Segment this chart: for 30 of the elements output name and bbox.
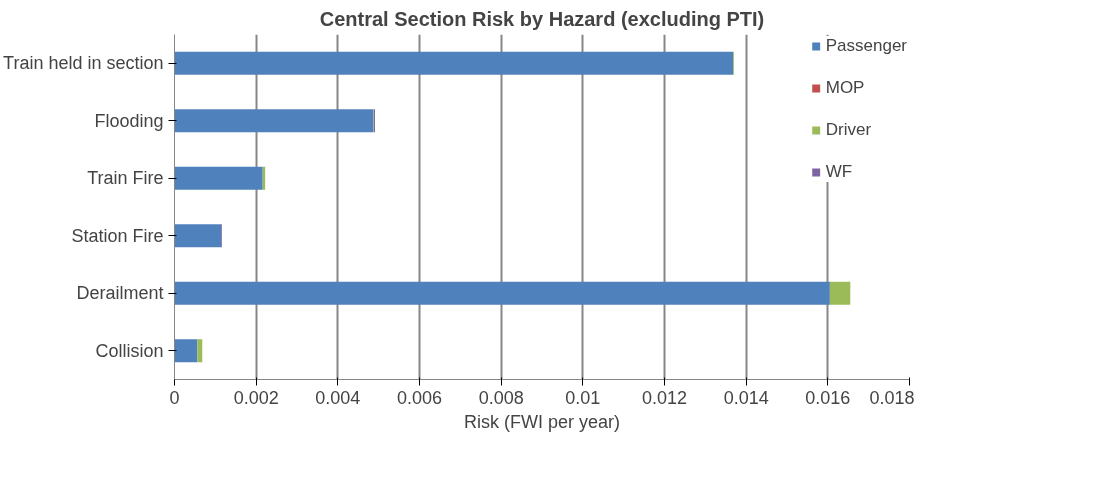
legend-label: WF xyxy=(825,162,853,182)
x-tick-label: 0.008 xyxy=(478,387,524,408)
x-tick-label: 0.016 xyxy=(805,387,851,408)
legend-label: Driver xyxy=(825,120,872,140)
x-tick-label: 0.014 xyxy=(723,387,769,408)
bar xyxy=(174,109,374,133)
x-tick-label: 0.012 xyxy=(641,387,688,408)
y-tick-label: Flooding xyxy=(94,110,164,131)
bar xyxy=(174,224,222,248)
bar xyxy=(174,166,263,190)
bar xyxy=(174,51,734,75)
x-tick-label: 0.01 xyxy=(565,387,601,408)
x-tick-label: 0.018 xyxy=(869,387,915,408)
bar xyxy=(174,281,830,305)
y-tick-label: Train held in section xyxy=(3,53,164,74)
y-tick-label: Train Fire xyxy=(87,168,164,189)
chart-title: Central Section Risk by Hazard (excluding PTI) xyxy=(319,7,765,30)
x-tick-label: 0 xyxy=(169,387,180,408)
bar xyxy=(174,339,198,363)
x-tick-label: 0.002 xyxy=(233,387,279,408)
bar xyxy=(829,281,851,305)
x-axis-title: Risk (FWI per year) xyxy=(464,411,621,432)
x-tick-label: 0.006 xyxy=(396,387,443,408)
legend-label: MOP xyxy=(825,78,865,98)
x-tick-label: 0.004 xyxy=(315,387,361,408)
legend-label: Passenger xyxy=(825,36,907,56)
bar xyxy=(197,339,203,363)
y-tick-label: Collision xyxy=(95,340,164,361)
y-tick-label: Derailment xyxy=(76,283,164,304)
y-tick-label: Station Fire xyxy=(71,225,164,246)
